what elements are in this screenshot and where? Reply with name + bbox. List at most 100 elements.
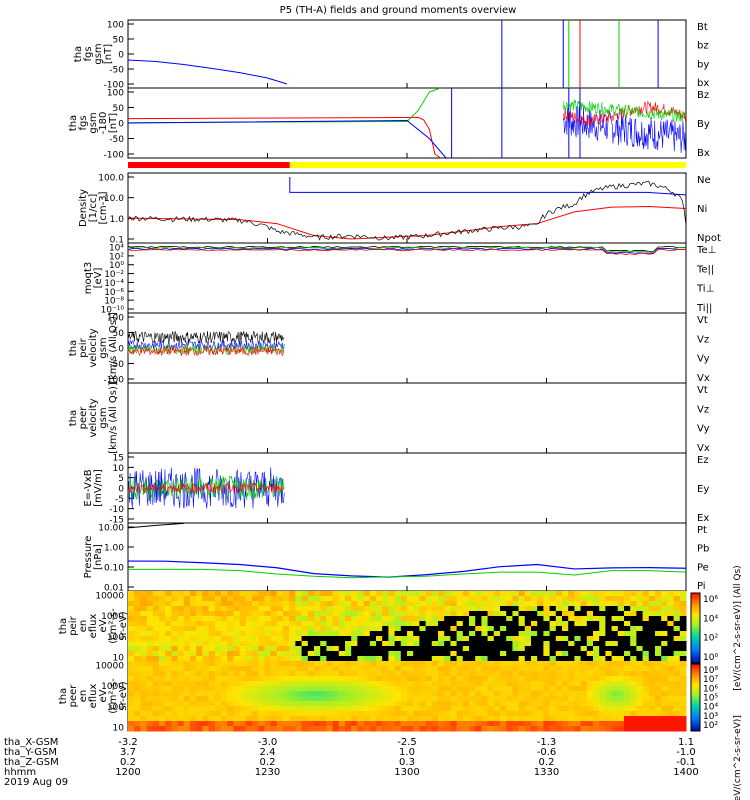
ion-spectrogram-cell [221, 631, 228, 637]
electron-spectrogram-cell [134, 726, 141, 732]
electron-spectrogram-cell [289, 661, 296, 667]
electron-spectrogram-cell [599, 686, 606, 692]
electron-spectrogram-cell [159, 666, 166, 672]
ion-spectrogram-cell [636, 591, 644, 597]
ion-spectrogram-cell [524, 606, 532, 612]
electron-spectrogram-cell [233, 661, 241, 667]
ion-spectrogram-cell [196, 606, 203, 612]
ion-spectrogram-cell [599, 606, 606, 612]
ion-spectrogram-cell [617, 626, 625, 632]
ion-spectrogram-cell [146, 646, 154, 652]
electron-spectrogram-cell [481, 676, 489, 682]
electron-spectrogram-cell [580, 706, 588, 712]
electron-spectrogram-cell [134, 711, 141, 717]
ion-spectrogram-cell [630, 626, 637, 632]
ion-spectrogram-cell [679, 601, 687, 607]
y-tick-label: 100 [107, 21, 124, 31]
ion-spectrogram-cell [648, 596, 656, 602]
electron-spectrogram-cell [363, 671, 371, 677]
ion-spectrogram-cell [431, 621, 439, 627]
electron-spectrogram-cell [159, 676, 166, 682]
electron-spectrogram-cell [314, 696, 321, 702]
ion-spectrogram-cell [388, 591, 396, 597]
ion-spectrogram-cell [165, 641, 172, 647]
ion-spectrogram-cell [165, 601, 172, 607]
ion-spectrogram-cell [214, 651, 222, 657]
electron-spectrogram-cell [233, 701, 241, 707]
ion-spectrogram-cell [400, 596, 408, 602]
ion-spectrogram-cell [307, 621, 315, 627]
ion-spectrogram-cell [462, 626, 470, 632]
legend-Ne: Ne [697, 175, 711, 186]
ion-spectrogram-cell [351, 596, 358, 602]
ion-spectrogram-cell [196, 621, 203, 627]
electron-spectrogram-cell [667, 711, 675, 717]
ion-spectrogram-cell [568, 636, 575, 642]
ion-spectrogram-cell [438, 601, 445, 607]
electron-spectrogram-cell [475, 701, 482, 707]
ion-spectrogram-cell [568, 626, 575, 632]
electron-spectrogram-cell [295, 716, 303, 722]
ion-spectrogram-cell [152, 641, 160, 647]
ion-spectrogram-cell [562, 616, 569, 622]
electron-spectrogram-cell [679, 726, 687, 732]
ion-spectrogram-cell [332, 621, 340, 627]
electron-spectrogram-cell [382, 691, 389, 697]
colorbar-step [691, 709, 700, 712]
electron-spectrogram-cell [568, 686, 575, 692]
electron-spectrogram-cell [648, 696, 656, 702]
ion-spectrogram-cell [655, 641, 662, 647]
electron-spectrogram-cell [624, 696, 631, 702]
electron-spectrogram-cell [555, 701, 563, 707]
electron-spectrogram-cell [357, 676, 365, 682]
ion-spectrogram-cell [146, 621, 154, 627]
ion-spectrogram-cell [462, 656, 470, 662]
ion-spectrogram-cell [462, 641, 470, 647]
ion-spectrogram-cell [165, 596, 172, 602]
electron-spectrogram-cell [202, 661, 210, 667]
ion-spectrogram-cell [562, 601, 569, 607]
electron-spectrogram-cell [140, 666, 148, 672]
ion-spectrogram-cell [481, 591, 489, 597]
ion-spectrogram-cell [233, 626, 241, 632]
electron-spectrogram-cell [456, 711, 464, 717]
electron-spectrogram-cell [543, 686, 551, 692]
electron-spectrogram-cell [580, 686, 588, 692]
ion-spectrogram-cell [227, 626, 234, 632]
ion-spectrogram-cell [512, 636, 520, 642]
ion-spectrogram-cell [252, 646, 259, 652]
ion-spectrogram-cell [146, 606, 154, 612]
ion-spectrogram-cell [351, 621, 358, 627]
ion-spectrogram-cell [456, 626, 464, 632]
ion-spectrogram-cell [568, 591, 575, 597]
electron-spectrogram-cell [363, 661, 371, 667]
ion-spectrogram-cell [289, 591, 296, 597]
ion-spectrogram-cell [134, 616, 141, 622]
ion-spectrogram-cell [413, 621, 420, 627]
electron-spectrogram-cell [642, 691, 650, 697]
electron-spectrogram-cell [450, 716, 458, 722]
ion-spectrogram-cell [549, 636, 557, 642]
electron-spectrogram-cell [190, 726, 197, 732]
electron-spectrogram-cell [431, 711, 439, 717]
y-axis-label: [eV] [93, 268, 104, 289]
ion-spectrogram-cell [562, 646, 569, 652]
electron-spectrogram-cell [326, 701, 334, 707]
ion-spectrogram-cell [276, 646, 284, 652]
ion-spectrogram-cell [413, 596, 420, 602]
ion-spectrogram-cell [283, 636, 290, 642]
electron-spectrogram-cell [394, 661, 402, 667]
colorbar-step [691, 669, 700, 672]
electron-spectrogram-cell [425, 666, 433, 672]
colorbar-step [691, 727, 700, 730]
ion-spectrogram-cell [171, 651, 179, 657]
ion-spectrogram-cell [208, 626, 216, 632]
electron-spectrogram-cell [679, 681, 687, 687]
electron-spectrogram-cell [214, 666, 222, 672]
ion-spectrogram-cell [394, 636, 402, 642]
ion-spectrogram-cell [549, 651, 557, 657]
ion-spectrogram-cell [264, 626, 272, 632]
ion-spectrogram-cell [512, 596, 520, 602]
ion-spectrogram-cell [289, 621, 296, 627]
electron-spectrogram-cell [233, 726, 241, 732]
